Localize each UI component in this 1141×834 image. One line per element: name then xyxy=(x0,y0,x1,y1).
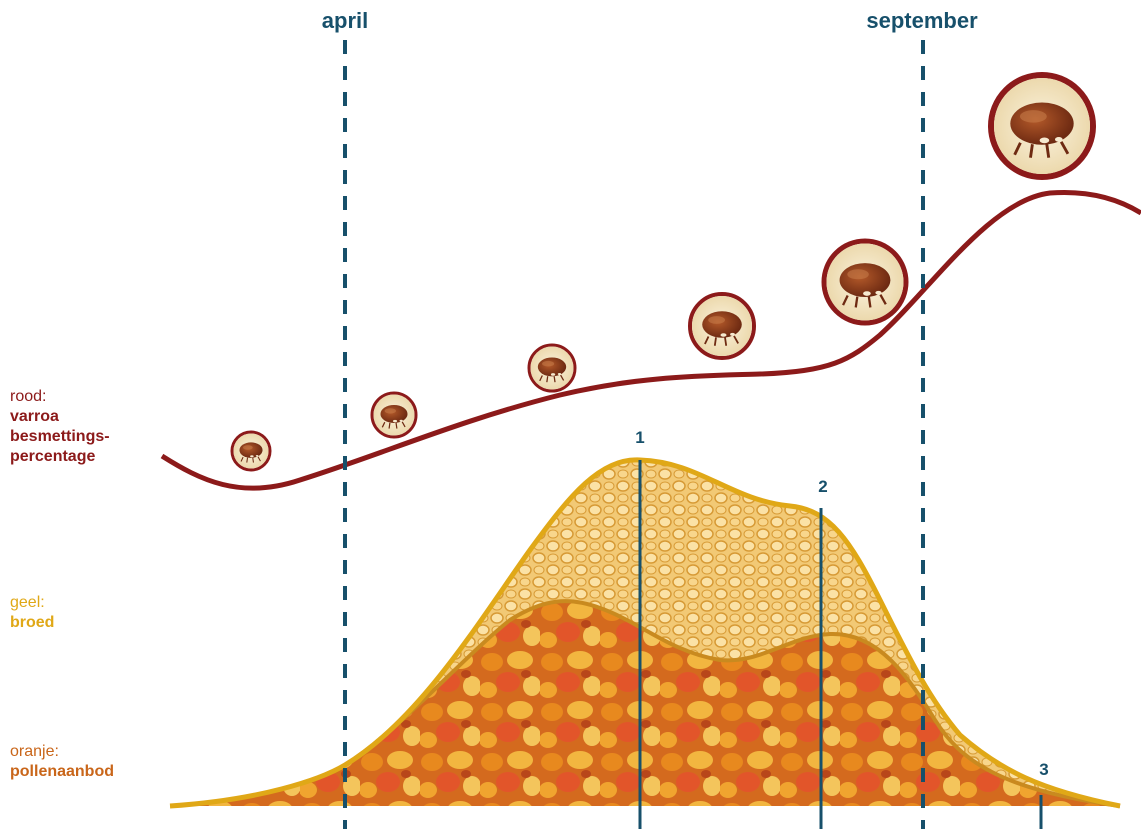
legend-varroa: rood: varroa besmettings- percentage xyxy=(10,387,110,467)
varroa-mite-icon xyxy=(529,345,575,391)
varroa-mite-icon xyxy=(991,75,1093,177)
legend-pollen: oranje: pollenaanbod xyxy=(10,742,114,782)
legend-brood-value: broed xyxy=(10,614,55,631)
legend-varroa-line3: percentage xyxy=(10,448,96,465)
pollen-curve xyxy=(343,599,1121,808)
legend-varroa-line1: varroa xyxy=(10,408,59,425)
marker-label-1: 1 xyxy=(635,428,645,447)
marker-label-2: 2 xyxy=(818,477,828,496)
legend-varroa-line2: besmettings- xyxy=(10,428,110,445)
marker-label-3: 3 xyxy=(1039,760,1049,779)
legend-pollen-value: pollenaanbod xyxy=(10,763,114,780)
legend-brood-key: geel: xyxy=(10,594,45,611)
varroa-mite-icon xyxy=(232,432,270,470)
varroa-curve xyxy=(160,189,1141,491)
legend-pollen-key: oranje: xyxy=(10,743,59,760)
legend-varroa-key: rood: xyxy=(10,388,47,405)
varroa-mite-icon xyxy=(824,241,906,323)
april-label: april xyxy=(321,8,369,33)
varroa-mite-icon xyxy=(372,393,416,437)
september-label: september xyxy=(866,8,978,33)
brood-curve xyxy=(169,457,1121,809)
varroa-mite-icon xyxy=(690,294,754,358)
pollen-area xyxy=(170,601,1120,806)
legend-brood: geel: broed xyxy=(10,593,54,633)
